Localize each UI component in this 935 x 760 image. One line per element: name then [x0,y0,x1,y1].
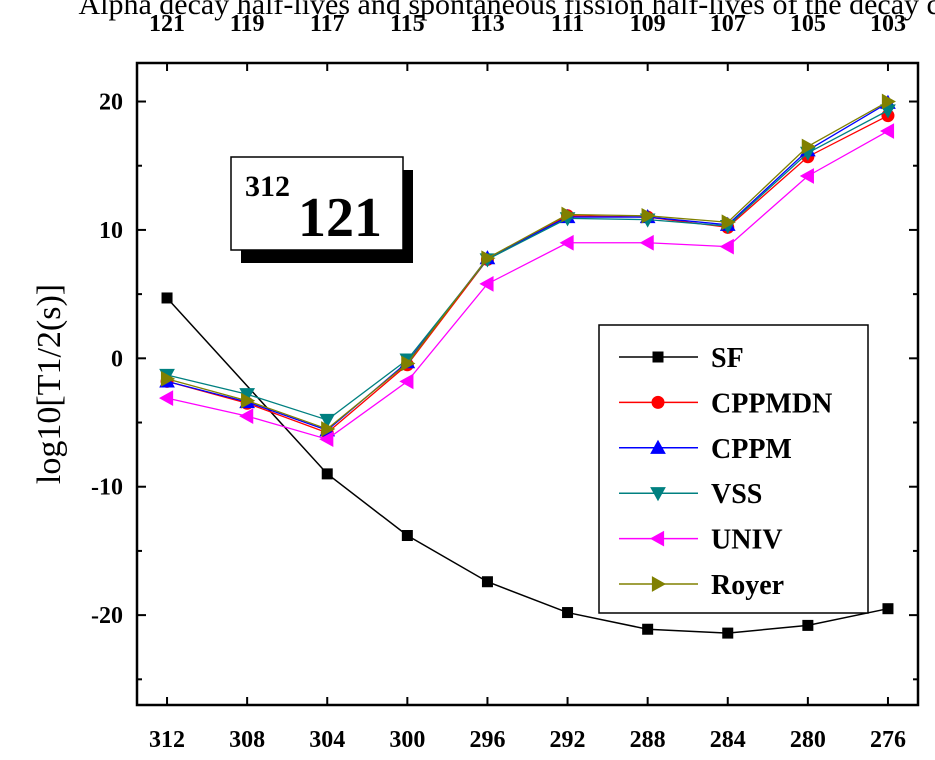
data-point-sf [562,607,574,619]
y-axis: 20 10 0 -10 -20 [91,90,918,681]
data-point-sf [161,292,173,304]
plot-area [135,61,920,707]
series-royer [160,93,896,437]
legend-item-sf: SF [619,343,744,374]
x-top-tick-label: 113 [470,11,505,37]
data-point-royer [401,355,416,372]
data-point-sf [802,619,814,631]
data-point-sf [642,623,654,635]
legend-label-cppm: CPPM [711,434,792,465]
series-sf [161,292,894,639]
inset-label-box: 312 121 [230,156,413,263]
x-tick-label: 300 [389,727,425,753]
legend-box [598,324,869,614]
x-top-tick-label: 109 [630,11,666,37]
series-line-cppm [166,102,889,431]
legend-marker-cppm [650,439,666,454]
x-tick-label: 288 [630,727,666,753]
data-point-sf [481,576,493,588]
x-top-tick-label: 111 [551,11,584,37]
data-point-sf [321,468,333,480]
data-point-sf [722,627,734,639]
legend-item-cppm: CPPM [619,434,792,465]
x-tick-label: 284 [710,727,746,753]
data-point-univ [399,373,414,390]
x-tick-label: 276 [870,727,906,753]
legend-label-royer: Royer [711,570,784,601]
y-tick-label: 10 [99,218,123,244]
y-tick-label: -20 [91,603,123,629]
legend-label-univ: UNIV [711,525,783,556]
series-univ [159,123,895,448]
series-line-vss [166,109,889,421]
series-layer [159,93,896,639]
legend-marker-royer [651,576,667,592]
data-point-royer [481,250,496,267]
data-point-royer [801,138,816,155]
x-top-tick-label: 107 [710,11,746,37]
data-point-univ [799,168,814,184]
data-point-univ [159,390,174,406]
x-axis-top: 121 119 117 115 113 111 109 107 105 103 [149,11,906,71]
data-point-univ [639,234,654,251]
legend: SF CPPMDN CPPM VSS UNIV Royer [598,324,869,614]
x-tick-label: 304 [309,727,345,753]
legend-label-vss: VSS [711,479,762,510]
x-tick-label: 280 [790,727,826,753]
data-point-sf [882,603,894,615]
legend-marker-univ [649,530,665,547]
inset-element-number: 121 [298,187,382,249]
legend-item-univ: UNIV [619,525,783,556]
inset-box [230,156,404,251]
data-point-univ [479,275,494,292]
legend-item-cppmdn: CPPMDN [619,388,832,419]
chart-title: Alpha decay half-lives and spontaneous f… [78,0,935,21]
x-tick-label: 312 [149,727,185,753]
x-tick-label: 292 [550,727,586,753]
x-top-tick-label: 117 [310,11,345,37]
legend-label-sf: SF [711,343,744,374]
data-point-royer [160,371,176,387]
legend-item-royer: Royer [619,570,784,601]
legend-label-cppmdn: CPPMDN [711,388,832,419]
inset-mass-number: 312 [245,170,290,203]
x-top-tick-label: 105 [790,11,826,37]
data-point-univ [879,123,895,139]
x-axis-bottom: 312 308 304 300 296 292 288 284 280 276 [149,697,906,753]
legend-item-vss: VSS [619,479,762,510]
data-point-univ [559,234,574,251]
x-top-tick-label: 121 [149,11,185,37]
legend-marker-vss [650,487,666,502]
x-top-tick-label: 119 [230,11,265,37]
x-tick-label: 308 [229,727,265,753]
data-point-royer [881,93,896,110]
data-point-royer [641,207,656,224]
data-point-univ [239,408,254,424]
legend-items: SF CPPMDN CPPM VSS UNIV Royer [619,343,832,601]
legend-marker-cppmdn [651,395,665,409]
x-top-tick-label: 115 [390,11,425,37]
data-point-royer [241,392,256,409]
y-tick-label: 20 [99,90,123,116]
data-point-royer [321,421,336,437]
x-top-tick-label: 103 [870,11,906,37]
legend-marker-sf [652,351,664,363]
x-tick-label: 296 [469,727,505,753]
data-point-royer [561,206,576,223]
y-axis-label: log10[T1/2(s)] [31,284,68,484]
data-point-vss [319,413,336,428]
series-line-royer [166,100,889,430]
y-tick-label: -10 [91,475,123,501]
series-line-univ [166,130,889,440]
data-point-univ [719,238,734,255]
y-tick-label: 0 [111,346,123,372]
data-point-univ [319,431,334,448]
data-point-sf [401,530,413,542]
data-point-royer [721,214,736,231]
